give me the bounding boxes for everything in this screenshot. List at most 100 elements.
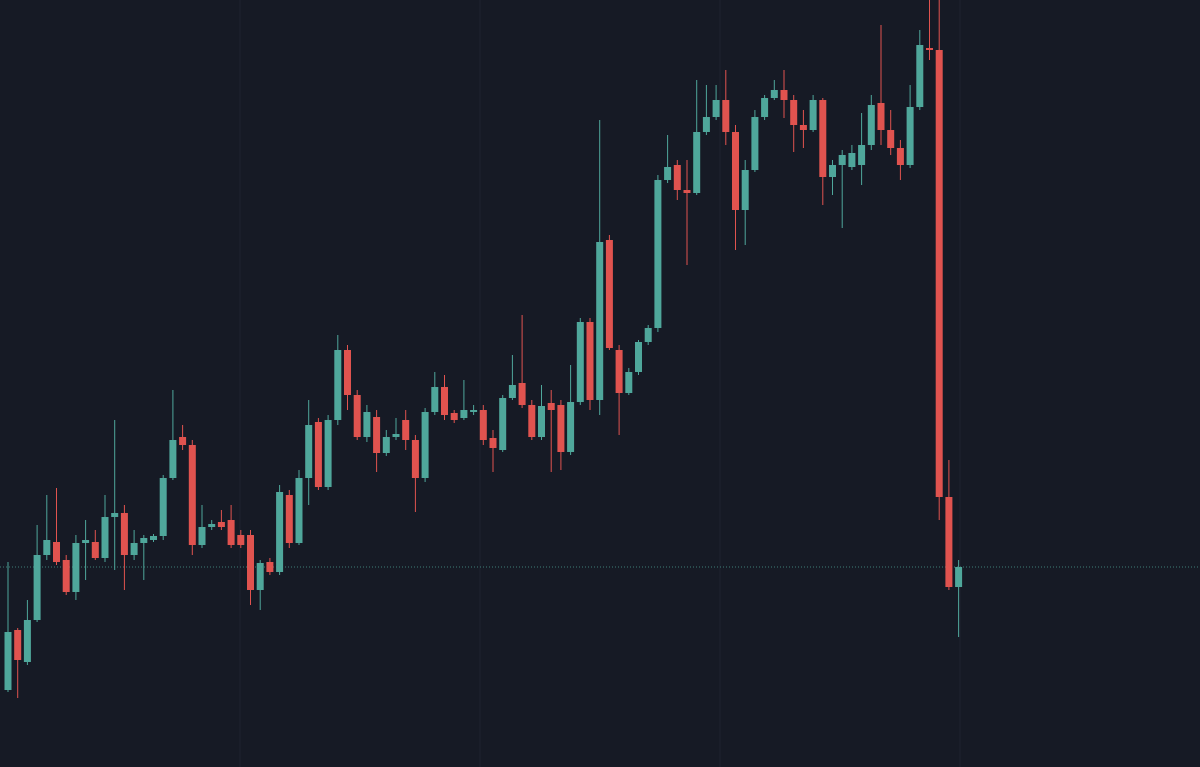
candle-body xyxy=(829,165,836,177)
candle-body xyxy=(887,130,895,148)
candle-body xyxy=(528,405,536,437)
candle-body xyxy=(247,535,254,590)
candle-body xyxy=(43,540,51,555)
candle-body xyxy=(373,417,381,453)
candle-body xyxy=(285,495,293,543)
candle-body xyxy=(324,420,332,487)
candle-body xyxy=(62,560,70,592)
candle-body xyxy=(344,350,351,395)
candle-body xyxy=(538,406,545,437)
candle-body xyxy=(615,350,623,393)
candle-body xyxy=(508,385,516,398)
candle-body xyxy=(266,562,274,572)
candle-body xyxy=(751,117,759,170)
grid xyxy=(239,0,961,767)
candle-body xyxy=(693,132,701,193)
candle-body xyxy=(790,100,798,125)
candle-body xyxy=(411,440,419,478)
candle-body xyxy=(896,148,904,165)
candle-body xyxy=(644,328,652,342)
candle-body xyxy=(489,438,497,448)
candle-body xyxy=(198,527,206,545)
candle-body xyxy=(82,540,90,543)
candle-body xyxy=(140,538,148,543)
candle-body xyxy=(392,434,400,437)
candle-body xyxy=(809,100,817,130)
candle-body xyxy=(53,542,60,562)
candle-body xyxy=(916,45,924,107)
candle-body xyxy=(838,155,846,165)
candle-body xyxy=(557,405,565,452)
candle-body xyxy=(72,543,80,592)
candle-body xyxy=(130,543,138,555)
candle-body xyxy=(683,190,691,193)
candle-body xyxy=(858,145,866,165)
candle-body xyxy=(460,410,468,418)
candle-body xyxy=(441,387,448,415)
candle-body xyxy=(402,420,410,440)
candle-body xyxy=(702,117,710,132)
candle-body xyxy=(208,524,216,527)
candle-body xyxy=(635,342,642,372)
candle-body xyxy=(819,100,827,177)
candle-body xyxy=(353,395,361,437)
candle-body xyxy=(14,630,22,660)
candle-body xyxy=(120,513,128,555)
candle-body xyxy=(605,240,613,348)
candle-body xyxy=(499,398,507,450)
candle-body xyxy=(673,165,681,190)
candle-body xyxy=(664,167,672,180)
candle-body xyxy=(935,50,943,497)
candle-body xyxy=(867,105,875,145)
candle-body xyxy=(761,98,769,117)
candle-body xyxy=(848,153,856,167)
candle-body xyxy=(722,100,730,132)
candle-body xyxy=(4,632,12,690)
candle-body xyxy=(363,412,371,437)
candle-body xyxy=(431,387,439,412)
candle-body xyxy=(625,372,633,393)
candle-body xyxy=(33,555,41,620)
candle-body xyxy=(23,620,31,662)
candle-body xyxy=(945,497,953,587)
candle-body xyxy=(576,322,584,402)
candle-body xyxy=(450,413,458,420)
candle-body xyxy=(955,567,963,587)
candle-body xyxy=(314,422,322,487)
candle-body xyxy=(295,478,303,543)
candle-body xyxy=(567,402,575,452)
candle-body xyxy=(470,410,478,412)
candle-body xyxy=(179,437,187,445)
candle-body xyxy=(877,103,885,130)
candle-body xyxy=(596,242,604,400)
candle-body xyxy=(111,513,119,517)
candle-body xyxy=(91,542,99,558)
candle-body xyxy=(586,322,594,400)
candle-body xyxy=(227,520,235,545)
candle-body xyxy=(169,440,177,478)
candle-body xyxy=(518,383,526,405)
candle-body xyxy=(479,410,487,440)
candle-body xyxy=(926,48,933,50)
candle-body xyxy=(654,180,662,328)
candle-body xyxy=(906,107,914,165)
candle-body xyxy=(741,170,749,210)
candle-body xyxy=(150,536,157,540)
candle-body xyxy=(382,437,390,453)
candle-body xyxy=(421,412,429,478)
candle-body xyxy=(712,100,720,117)
candle-body xyxy=(256,563,264,590)
candle-body xyxy=(237,535,245,545)
candle-body xyxy=(780,90,788,100)
candle-body xyxy=(334,350,342,420)
candle-body xyxy=(101,517,109,558)
candle-body xyxy=(305,425,313,478)
candle-body xyxy=(732,132,739,210)
candle-body xyxy=(276,492,284,572)
candle-body xyxy=(188,445,196,545)
candle-body xyxy=(159,478,167,536)
candle-body xyxy=(217,522,225,527)
candle-body xyxy=(547,403,555,410)
candle-body xyxy=(770,90,778,98)
